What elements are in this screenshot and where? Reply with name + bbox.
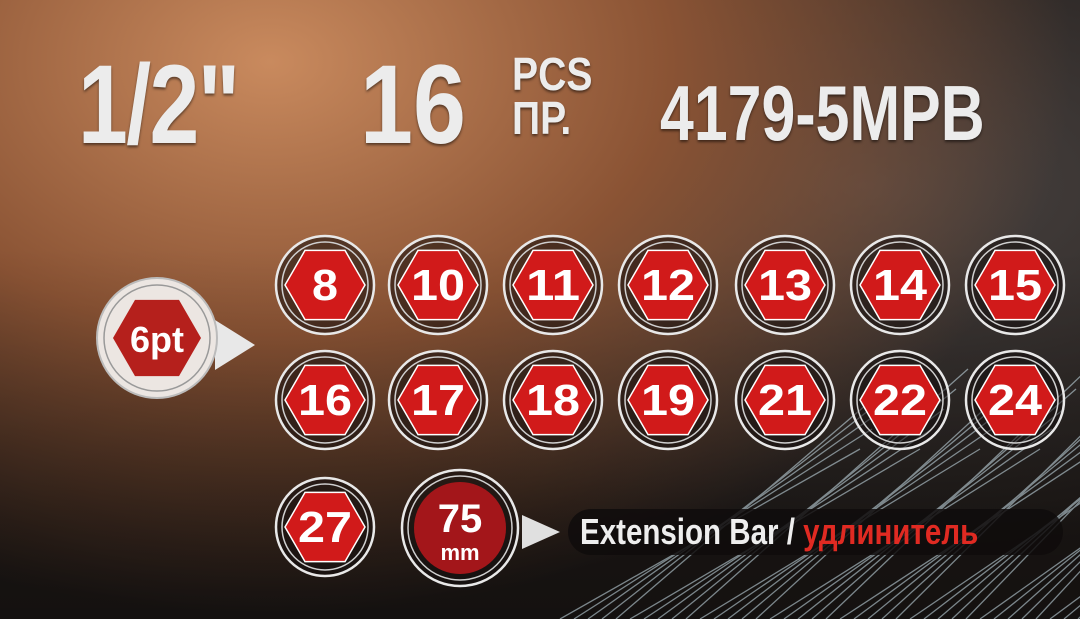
drive-size: 1/2" — [78, 42, 240, 167]
piece-count: 16 — [360, 42, 466, 167]
point-label: 6pt — [130, 319, 184, 360]
hexagon-icon — [627, 364, 709, 436]
hexagon-icon — [859, 249, 941, 321]
hexagon-icon — [859, 364, 941, 436]
hexagon-icon — [113, 299, 201, 377]
socket-size: 10 — [411, 261, 465, 310]
socket-size: 17 — [411, 376, 465, 425]
socket-24: 24 — [964, 349, 1066, 451]
extension-length: 75 — [438, 497, 483, 541]
hexagon-icon — [744, 249, 826, 321]
arrow-right-icon — [522, 515, 560, 549]
socket-size: 13 — [758, 261, 812, 310]
socket-10: 10 — [387, 234, 489, 336]
socket-size: 27 — [298, 503, 352, 552]
socket-13: 13 — [734, 234, 836, 336]
deco-line — [951, 497, 1080, 619]
socket-16: 16 — [274, 349, 376, 451]
socket-15: 15 — [964, 234, 1066, 336]
hexagon-icon — [974, 249, 1056, 321]
socket-size: 15 — [988, 261, 1042, 310]
socket-size: 12 — [641, 261, 695, 310]
deco-line — [601, 388, 897, 619]
model-number: 4179-5MPB — [660, 69, 985, 157]
hexagon-icon — [397, 364, 479, 436]
socket-17: 17 — [387, 349, 489, 451]
socket-27: 27 — [274, 476, 376, 578]
socket-12: 12 — [617, 234, 719, 336]
socket-size: 16 — [298, 376, 352, 425]
deco-line — [1021, 561, 1080, 619]
deco-line — [979, 547, 1080, 619]
six-point-badge: 6pt — [96, 277, 255, 399]
socket-11: 11 — [502, 234, 604, 336]
socket-14: 14 — [849, 234, 951, 336]
hexagon-icon — [974, 364, 1056, 436]
socket-size: 22 — [873, 376, 927, 425]
pcs-label-en: PCS — [512, 48, 593, 100]
socket-18: 18 — [502, 349, 604, 451]
socket-22: 22 — [849, 349, 951, 451]
arrow-right-icon — [215, 320, 255, 370]
socket-size: 19 — [641, 376, 695, 425]
hexagon-icon — [284, 364, 366, 436]
deco-line — [937, 496, 1080, 619]
extension-separator: / — [786, 511, 795, 552]
deco-line — [741, 388, 1017, 619]
extension-circle — [414, 482, 506, 574]
deco-line — [1007, 554, 1080, 619]
extension-unit: mm — [440, 540, 479, 565]
socket-size: 11 — [526, 261, 580, 310]
hexagon-icon — [744, 364, 826, 436]
pcs-label: PCS ПР. — [512, 48, 593, 144]
socket-size: 18 — [526, 376, 580, 425]
hexagon-icon — [512, 249, 594, 321]
hexagon-icon — [512, 364, 594, 436]
deco-line — [993, 549, 1080, 619]
pcs-label-ru: ПР. — [512, 92, 572, 144]
extension-label-en: Extension Bar — [580, 511, 779, 552]
hexagon-icon — [397, 249, 479, 321]
extension-bar-label: Extension Bar / удлинитель — [568, 509, 1063, 555]
deco-line — [895, 435, 1080, 619]
socket-8: 8 — [274, 234, 376, 336]
deco-line — [1035, 570, 1080, 619]
hexagon-icon — [284, 249, 366, 321]
hexagon-icon — [627, 249, 709, 321]
socket-size: 21 — [758, 376, 812, 425]
socket-size: 14 — [873, 261, 928, 310]
socket-size: 24 — [988, 376, 1043, 425]
socket-size: 8 — [312, 261, 338, 310]
deco-line — [965, 500, 1080, 619]
socket-21: 21 — [734, 349, 836, 451]
hexagon-icon — [284, 491, 366, 563]
socket-19: 19 — [617, 349, 719, 451]
extension-label-ru: удлинитель — [803, 511, 979, 552]
deco-line — [881, 438, 1080, 619]
